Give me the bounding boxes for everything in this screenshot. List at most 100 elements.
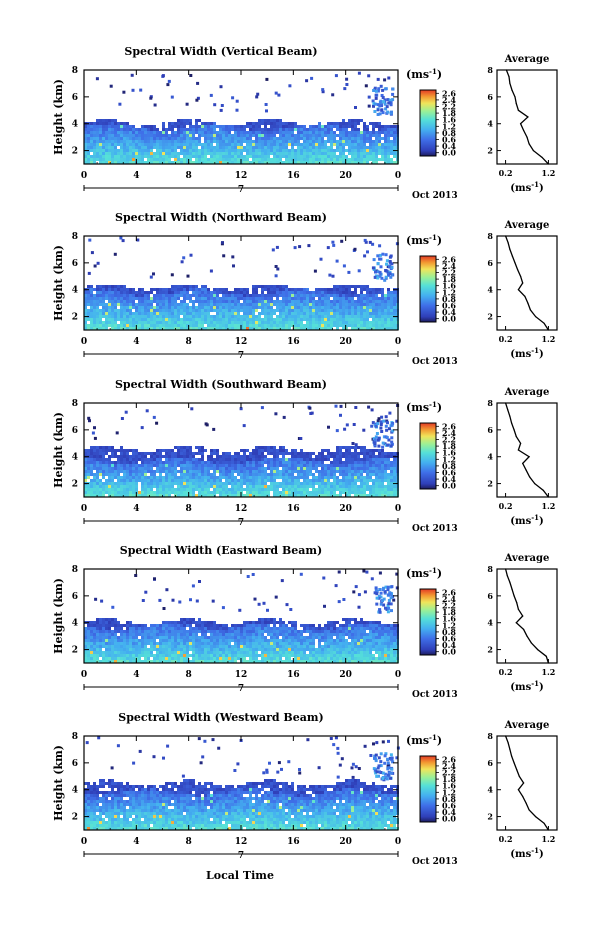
heatmap-cell: [186, 464, 189, 467]
heatmap-cell: [339, 143, 342, 146]
heatmap-cell: [189, 327, 192, 330]
heatmap-cell: [367, 74, 371, 78]
heatmap-cell: [90, 464, 93, 467]
heatmap-cell: [282, 473, 285, 476]
heatmap-cell: [348, 446, 351, 449]
heatmap-cell: [303, 467, 306, 470]
heatmap-cell: [174, 143, 177, 146]
heatmap-cell: [159, 318, 162, 321]
heatmap-cell: [234, 131, 237, 134]
heatmap-cell: [138, 146, 141, 149]
heatmap-cell: [156, 315, 159, 318]
heatmap-cell: [177, 285, 180, 288]
heatmap-cell: [291, 464, 294, 467]
heatmap-cell: [342, 455, 345, 458]
heatmap-cell: [145, 409, 149, 413]
heatmap-cell: [372, 158, 375, 161]
heatmap-cell: [348, 309, 351, 312]
heatmap-cell: [354, 485, 357, 488]
heatmap-cell: [243, 488, 246, 491]
heatmap-cell: [393, 137, 396, 140]
heatmap-cell: [177, 303, 180, 306]
heatmap-cell: [96, 446, 99, 449]
heatmap-cell: [93, 149, 96, 152]
heatmap-cell: [330, 294, 333, 297]
heatmap-cell: [189, 312, 192, 315]
heatmap-cell: [264, 449, 267, 452]
heatmap-cell: [376, 89, 380, 93]
heatmap-cell: [273, 449, 276, 452]
heatmap-cell: [372, 102, 376, 105]
heatmap-cell: [117, 458, 120, 461]
heatmap-cell: [99, 321, 102, 324]
heatmap-cell: [129, 309, 132, 312]
heatmap-cell: [390, 309, 393, 312]
heatmap-cell: [102, 467, 105, 470]
heatmap-cell: [310, 76, 314, 80]
heatmap-cell: [198, 312, 201, 315]
average-y-tick-label: 2: [487, 312, 493, 322]
heatmap-cell: [141, 158, 144, 161]
heatmap-cell: [327, 155, 330, 158]
heatmap-cell: [351, 442, 355, 445]
heatmap-cell: [135, 294, 138, 297]
heatmap-cell: [252, 303, 255, 306]
heatmap-cell: [387, 452, 390, 455]
heatmap-cell: [249, 461, 252, 464]
heatmap-cell: [351, 291, 354, 294]
heatmap-cell: [267, 134, 270, 137]
heatmap-cell: [345, 291, 348, 294]
heatmap-cell: [204, 140, 207, 143]
heatmap-cell: [105, 285, 108, 288]
heatmap-cell: [222, 461, 225, 464]
heatmap-cell: [150, 288, 153, 291]
heatmap-cell: [321, 318, 324, 321]
heatmap-cell: [258, 327, 261, 330]
heatmap-cell: [390, 491, 393, 494]
heatmap-cell: [252, 461, 255, 464]
heatmap-cell: [258, 140, 261, 143]
heatmap-cell: [390, 303, 393, 306]
heatmap-cell: [222, 306, 225, 309]
heatmap-cell: [174, 467, 177, 470]
heatmap-cell: [331, 240, 335, 244]
heatmap-cell: [375, 470, 378, 473]
heatmap-cell: [351, 458, 354, 461]
heatmap-cell: [279, 122, 282, 125]
heatmap-cell: [162, 482, 165, 485]
heatmap-cell: [192, 470, 195, 473]
heatmap-cell: [252, 125, 255, 128]
heatmap-cell: [366, 161, 369, 164]
heatmap-cell: [390, 473, 393, 476]
heatmap-cell: [366, 309, 369, 312]
heatmap-cell: [186, 152, 189, 155]
heatmap-cell: [300, 464, 303, 467]
heatmap-cell: [384, 455, 387, 458]
heatmap-cell: [234, 158, 237, 161]
heatmap-cell: [363, 254, 367, 258]
heatmap-cell: [246, 318, 249, 321]
heatmap-cell: [220, 104, 224, 107]
heatmap-cell: [345, 309, 348, 312]
heatmap-cell: [198, 294, 201, 297]
heatmap-cell: [222, 155, 225, 158]
heatmap-cell: [285, 158, 288, 161]
heatmap-cell: [126, 291, 129, 294]
heatmap-cell: [129, 161, 132, 164]
heatmap-cell: [306, 137, 309, 140]
heatmap-cell: [372, 452, 375, 455]
heatmap-cell: [213, 324, 216, 327]
average-frame: [496, 69, 558, 165]
heatmap-cell: [162, 467, 165, 470]
heatmap-cell: [339, 152, 342, 155]
heatmap-cell: [363, 461, 366, 464]
heatmap-cell: [324, 303, 327, 306]
heatmap-cell: [297, 158, 300, 161]
heatmap-cell: [339, 467, 342, 470]
heatmap-cell: [198, 155, 201, 158]
heatmap-cell: [345, 324, 348, 327]
heatmap-cell: [171, 297, 174, 300]
heatmap-cell: [267, 303, 270, 306]
heatmap-cell: [258, 128, 261, 131]
heatmap-cell: [351, 315, 354, 318]
